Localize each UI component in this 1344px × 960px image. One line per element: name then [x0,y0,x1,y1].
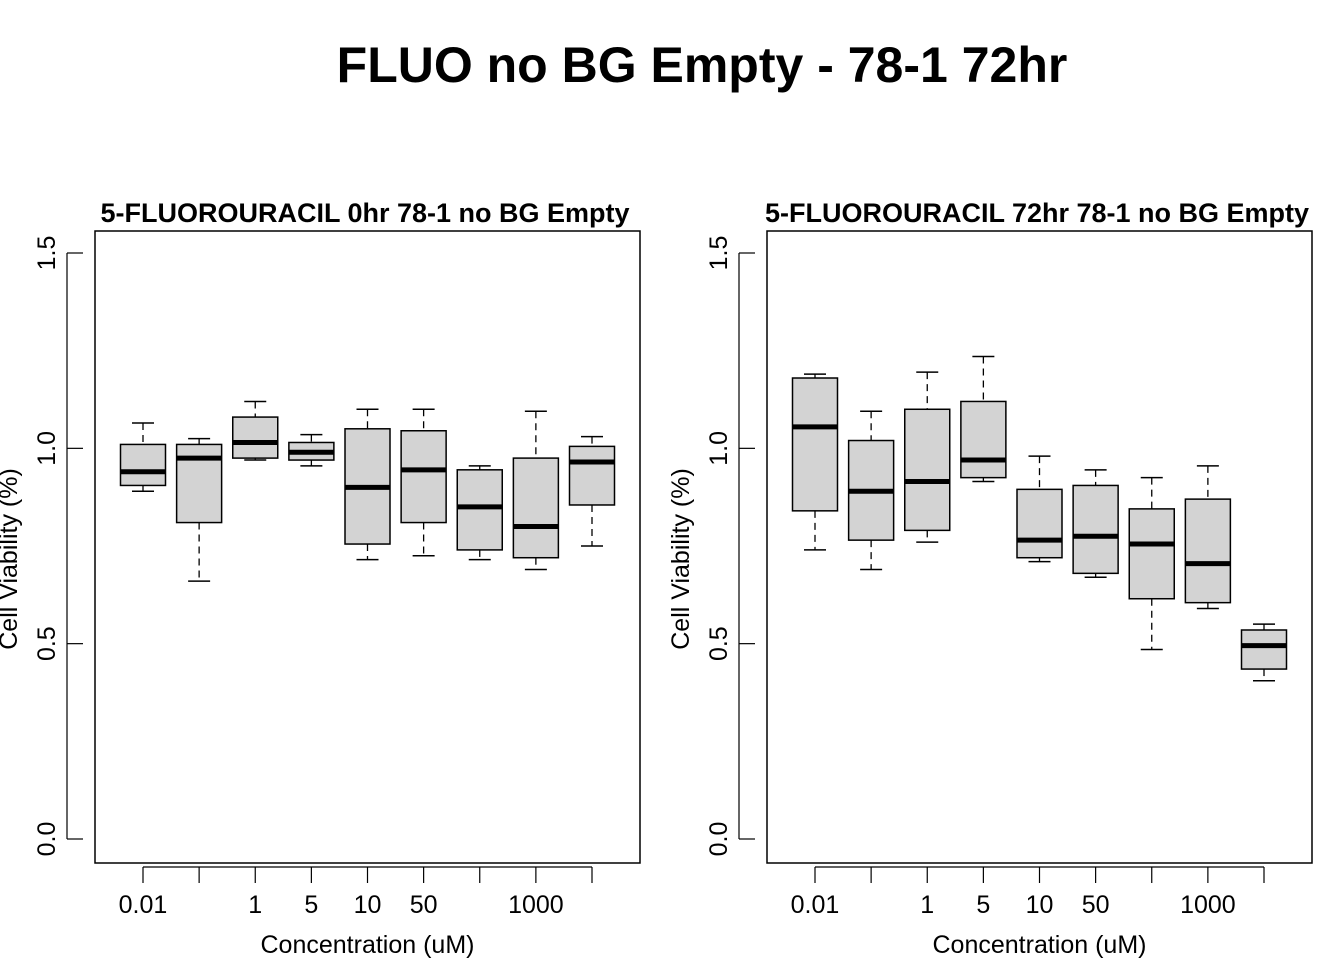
figure-title: FLUO no BG Empty - 78-1 72hr [337,37,1068,93]
boxes-group [119,400,616,582]
box-9 [1240,623,1288,682]
x-tick-label: 1 [248,891,262,919]
box-iqr [1128,508,1175,600]
y-axis-label: Cell Viability (%) [0,468,23,650]
chart-panel-1: 0.0 0.5 1.0 1.5 Cell Viability (%) 0.01 1 5 10 50… [0,198,641,959]
x-tick-label: 10 [354,891,382,919]
panel-title: 5-FLUOROURACIL 0hr 78-1 no BG Empty [100,198,629,228]
box-iqr [791,377,839,512]
y-axis-label: Cell Viability (%) [667,468,695,650]
y-tick-label: 0.5 [33,626,61,661]
x-tick-label: 50 [410,891,438,919]
x-tick-label: 0.01 [119,891,168,919]
box-6 [400,408,447,557]
y-tick-label: 1.0 [705,431,733,466]
box-iqr [119,443,167,487]
x-tick-label: 1000 [508,891,564,919]
x-tick-label: 50 [1082,891,1110,919]
x-tick-label: 5 [304,891,318,919]
box-iqr [904,408,951,532]
box-9 [568,435,616,547]
box-iqr [1072,484,1119,575]
y-tick-label: 1.5 [705,236,733,271]
box-5 [344,408,391,561]
box-iqr [568,445,616,506]
box-iqr [1016,488,1063,559]
x-tick-label: 0.01 [791,891,840,919]
box-3 [232,400,279,461]
box-1 [119,422,167,493]
box-6 [1072,469,1119,579]
box-8 [512,410,560,571]
y-tick-label: 1.5 [33,236,61,271]
y-tick-label: 0.0 [33,822,61,857]
box-2 [847,410,895,571]
x-tick-label: 1000 [1180,891,1236,919]
box-7 [456,465,503,561]
y-tick-label: 1.0 [33,431,61,466]
x-axis-label: Concentration (uM) [933,931,1147,959]
box-iqr [1184,498,1232,604]
box-3 [904,371,951,543]
box-2 [175,437,223,582]
x-tick-label: 10 [1026,891,1054,919]
box-iqr [1240,629,1288,670]
box-1 [791,373,839,551]
x-tick-label: 5 [976,891,990,919]
box-iqr [512,457,560,559]
box-4 [960,355,1007,483]
box-iqr [960,400,1007,479]
panel-title: 5-FLUOROURACIL 72hr 78-1 no BG Empty [765,198,1309,228]
plot-frame [94,230,641,864]
chart-panel-2: 0.0 0.5 1.0 1.5 Cell Viability (%) 0.01 1 5 10 50… [667,198,1313,959]
box-4 [288,433,335,467]
y-tick-label: 0.0 [705,822,733,857]
box-iqr [456,469,503,551]
box-8 [1184,465,1232,610]
y-tick-label: 0.5 [705,626,733,661]
boxes-group [791,355,1288,682]
box-iqr [232,416,279,459]
box-7 [1128,476,1175,651]
x-axis-label: Concentration (uM) [261,931,475,959]
box-5 [1016,455,1063,563]
plot-frame [766,230,1313,864]
x-tick-label: 1 [920,891,934,919]
box-iqr [400,430,447,524]
